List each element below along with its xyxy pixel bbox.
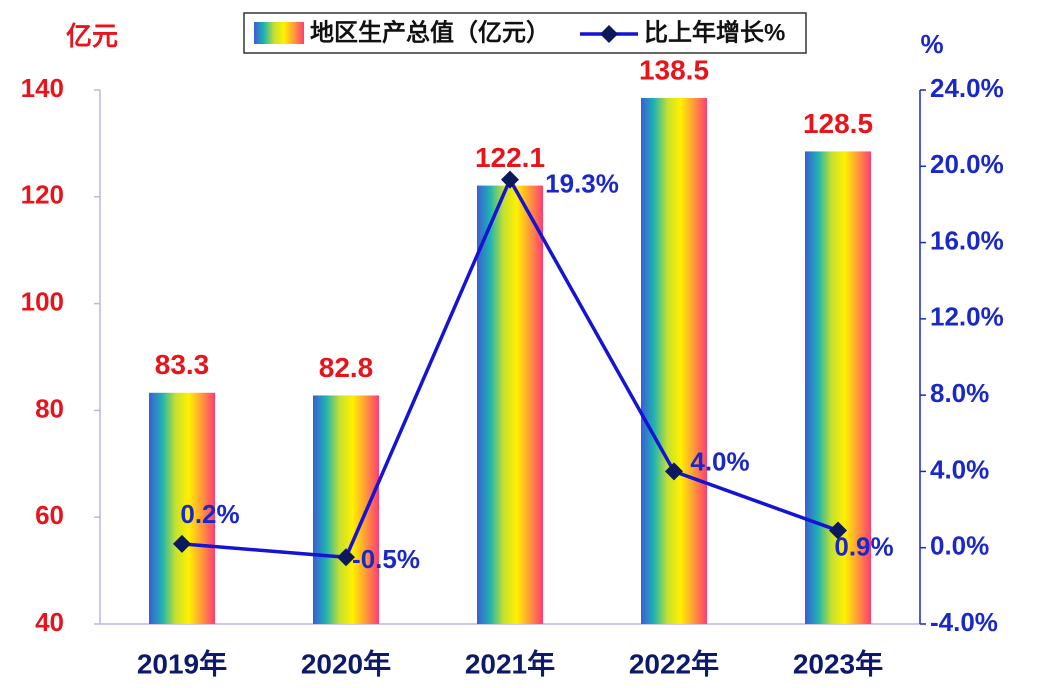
bar bbox=[641, 98, 707, 624]
bar bbox=[805, 151, 871, 624]
line-marker bbox=[501, 170, 519, 189]
bar-value-label: 83.3 bbox=[155, 349, 210, 380]
y2-tick-label: 20.0% bbox=[930, 149, 1004, 179]
y2-axis-label: % bbox=[920, 29, 943, 59]
y-tick-label: 120 bbox=[21, 180, 64, 210]
y2-tick-label: 0.0% bbox=[930, 531, 989, 561]
y2-tick-label: 16.0% bbox=[930, 225, 1004, 255]
y-tick-label: 140 bbox=[21, 73, 64, 103]
line-value-label: 4.0% bbox=[690, 446, 749, 476]
bar bbox=[477, 185, 543, 624]
line-value-label: 0.9% bbox=[834, 531, 893, 561]
line-marker bbox=[829, 521, 847, 540]
legend-label: 比上年增长% bbox=[644, 18, 785, 46]
legend-label: 地区生产总值（亿元） bbox=[310, 18, 550, 46]
y2-tick-label: 12.0% bbox=[930, 302, 1004, 332]
y-tick-label: 80 bbox=[35, 393, 64, 423]
bar-value-label: 82.8 bbox=[319, 352, 374, 383]
x-tick-label: 2023年 bbox=[793, 647, 883, 679]
line-value-label: 0.2% bbox=[180, 499, 239, 529]
line-value-label: -0.5% bbox=[352, 544, 420, 574]
y-tick-label: 60 bbox=[35, 500, 64, 530]
bar-value-label: 138.5 bbox=[639, 54, 709, 85]
line-marker bbox=[337, 548, 355, 567]
x-tick-label: 2022年 bbox=[629, 647, 719, 679]
x-tick-label: 2021年 bbox=[465, 647, 555, 679]
y2-tick-label: 24.0% bbox=[930, 73, 1004, 103]
x-tick-label: 2019年 bbox=[137, 647, 227, 679]
line-marker bbox=[665, 462, 683, 481]
y-tick-label: 40 bbox=[35, 607, 64, 637]
line-marker bbox=[173, 534, 191, 553]
bar bbox=[149, 392, 215, 624]
legend-marker bbox=[600, 25, 618, 43]
bar-value-label: 128.5 bbox=[803, 108, 873, 139]
y-tick-label: 100 bbox=[21, 286, 64, 316]
legend-box bbox=[243, 12, 807, 54]
x-tick-label: 2020年 bbox=[301, 647, 391, 679]
legend-swatch bbox=[254, 22, 304, 44]
bar bbox=[313, 395, 379, 624]
y-axis-label: 亿元 bbox=[66, 21, 118, 51]
bar-value-label: 122.1 bbox=[475, 142, 545, 173]
y2-tick-label: 4.0% bbox=[930, 454, 989, 484]
y2-tick-label: -4.0% bbox=[930, 607, 998, 637]
y2-tick-label: 8.0% bbox=[930, 378, 989, 408]
line-value-label: 19.3% bbox=[545, 169, 619, 199]
